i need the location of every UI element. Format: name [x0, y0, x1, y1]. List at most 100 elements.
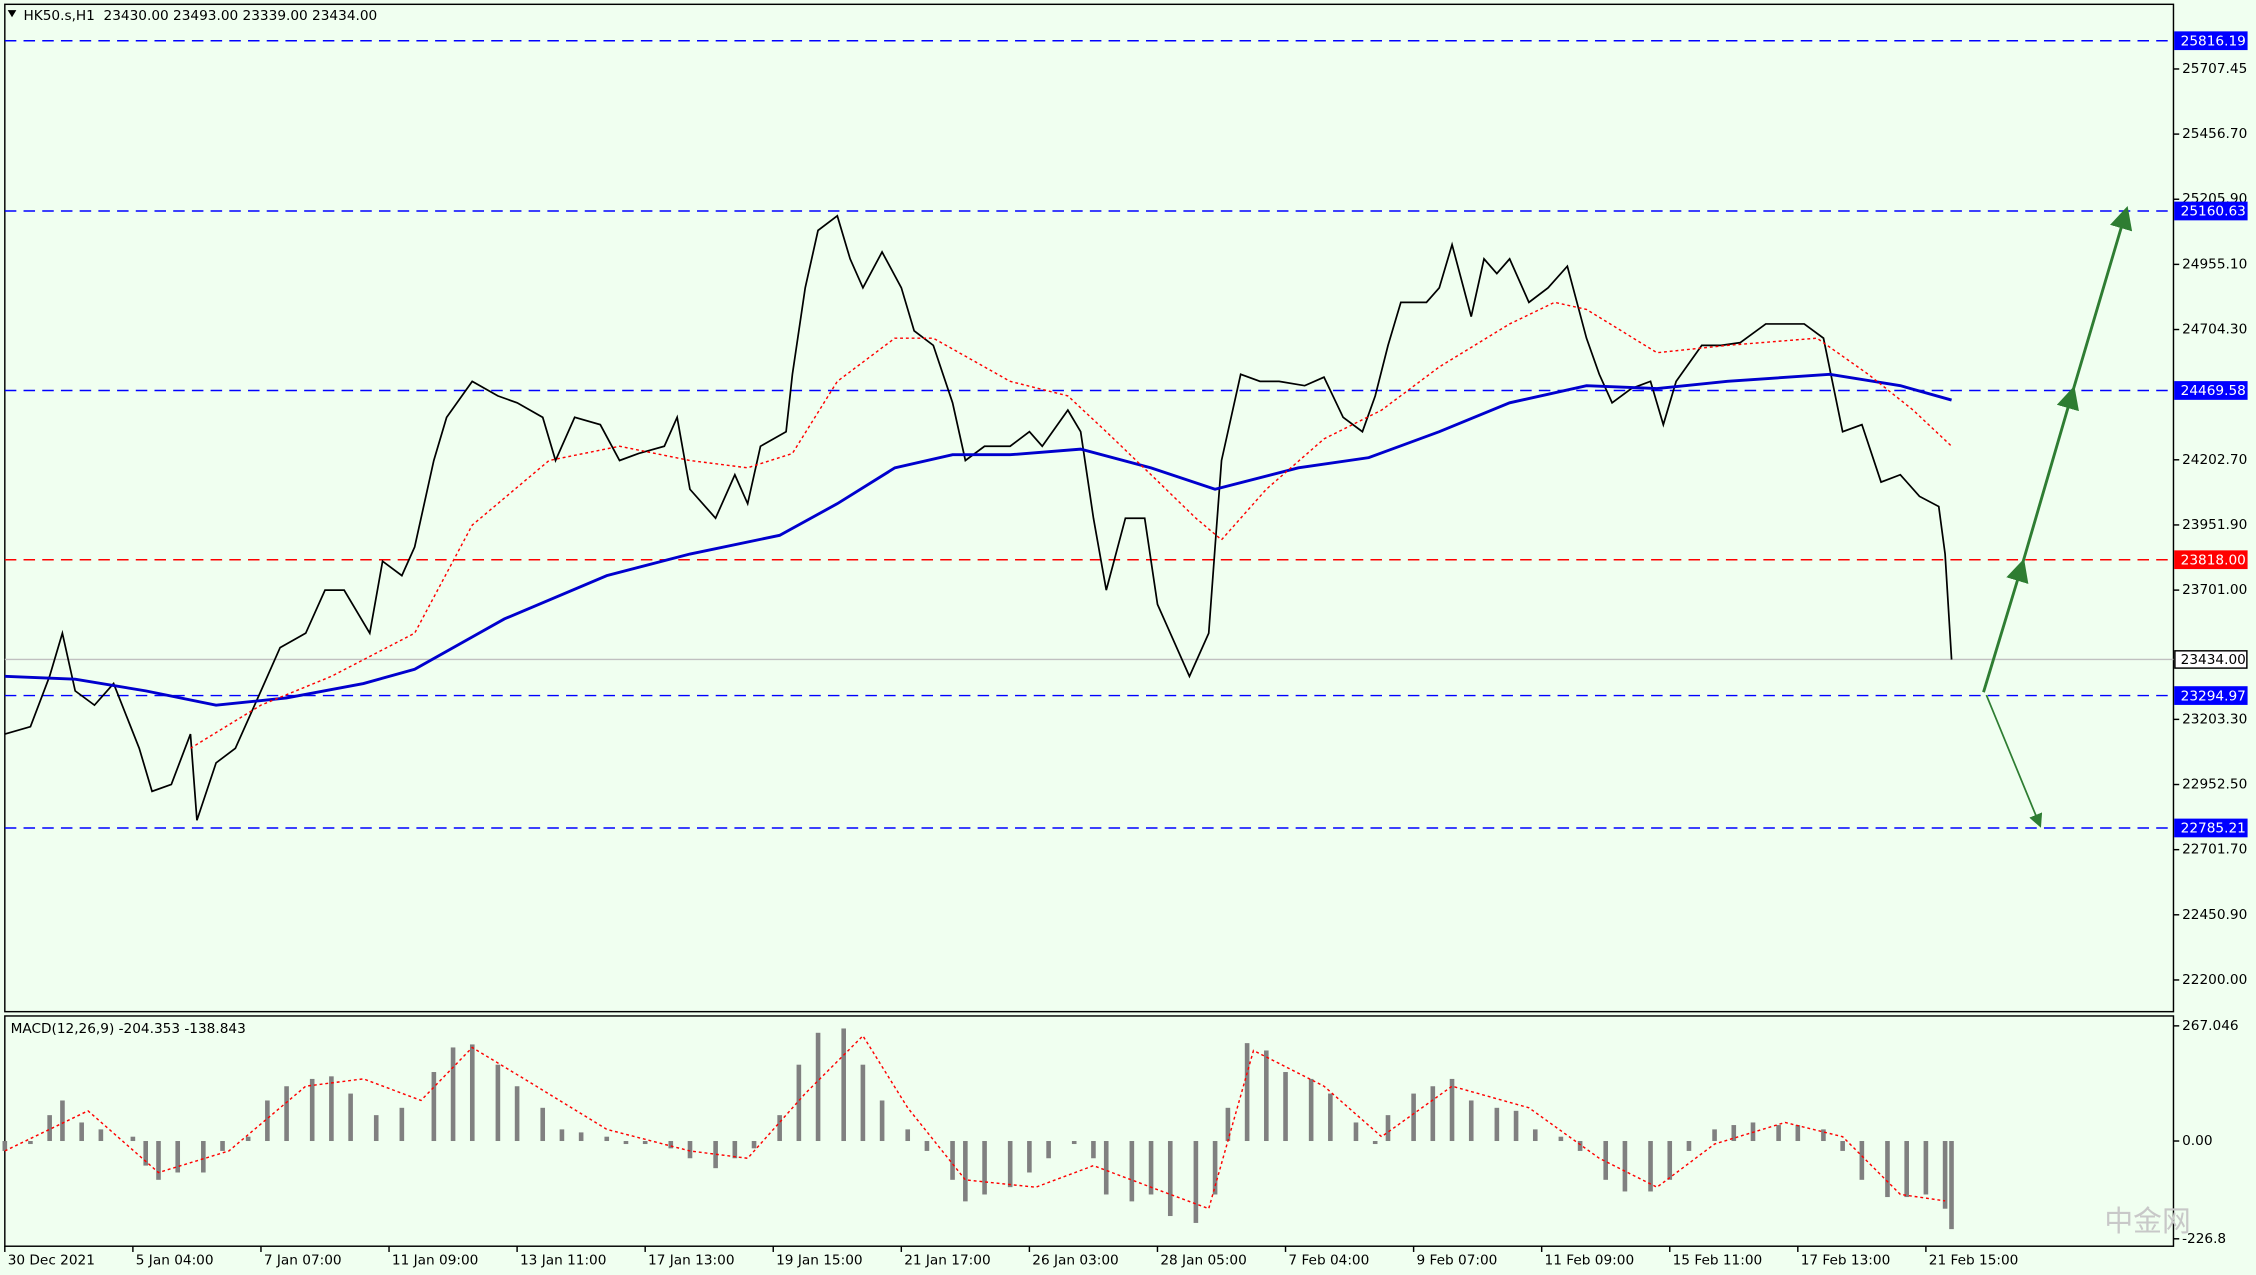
level-box	[2174, 818, 2248, 838]
x-tick-label: 11 Jan 09:00	[392, 1253, 478, 1269]
arrow	[1985, 694, 2043, 828]
histogram-bar	[47, 1115, 52, 1142]
y-tick-label: 24202.70	[2182, 452, 2247, 468]
x-tick-label: 11 Feb 09:00	[1545, 1253, 1635, 1269]
histogram-bar	[642, 1141, 648, 1145]
y-tick-label: 24955.10	[2182, 256, 2247, 272]
y-tick-label: 267.046	[2182, 1018, 2238, 1034]
histogram-bar	[1353, 1122, 1359, 1142]
histogram-bar	[495, 1064, 501, 1142]
histogram-bar	[399, 1107, 405, 1142]
histogram-bar	[1513, 1110, 1519, 1142]
y-tick-label: 24704.30	[2182, 322, 2247, 338]
histogram-bar	[348, 1093, 353, 1142]
x-tick-label: 21 Feb 15:00	[1929, 1253, 2019, 1269]
y-tick-label: 23951.90	[2182, 517, 2247, 533]
histogram-bar	[1840, 1141, 1845, 1151]
histogram-bar	[860, 1064, 866, 1142]
level-label: 23294.97	[2181, 688, 2246, 704]
series-line	[4, 214, 1953, 821]
main-panel	[4, 3, 2175, 1013]
histogram-bar	[559, 1129, 565, 1142]
histogram-bar	[1328, 1093, 1333, 1142]
level-box	[2174, 550, 2248, 570]
histogram-bar	[329, 1076, 334, 1142]
y-tick-label: -226.8	[2182, 1231, 2226, 1247]
histogram-bar	[1712, 1129, 1717, 1142]
macd-panel	[4, 1015, 2175, 1247]
x-tick-label: 17 Jan 13:00	[648, 1253, 734, 1269]
histogram-bar	[1225, 1107, 1231, 1142]
y-tick-label: 22952.50	[2182, 777, 2247, 793]
histogram-bar	[1046, 1141, 1051, 1159]
menu-triangle	[7, 10, 17, 18]
x-tick-label: 19 Jan 15:00	[776, 1253, 862, 1269]
level-box	[2174, 650, 2248, 669]
histogram-bar	[1532, 1129, 1538, 1142]
histogram-bar	[1468, 1100, 1474, 1142]
watermark: 中金网	[2104, 1204, 2190, 1238]
level-box	[2174, 31, 2248, 51]
histogram-bar	[1577, 1141, 1583, 1151]
histogram-bar	[1667, 1141, 1673, 1180]
histogram-bar	[514, 1086, 520, 1142]
histogram-bar	[623, 1141, 629, 1145]
histogram-bar	[905, 1129, 911, 1142]
histogram-bar	[265, 1100, 270, 1142]
histogram-bar	[1622, 1141, 1628, 1192]
histogram-bar	[1071, 1141, 1077, 1145]
histogram-bar	[1494, 1107, 1500, 1142]
histogram-bar	[1821, 1129, 1826, 1142]
level-label: 22785.21	[2181, 821, 2246, 837]
histogram-bar	[713, 1141, 718, 1169]
level-label: 25816.19	[2181, 33, 2246, 49]
series-line	[4, 1034, 1946, 1210]
y-tick-label: 23203.30	[2182, 711, 2247, 727]
histogram-bar	[1385, 1115, 1391, 1142]
x-tick-label: 15 Feb 11:00	[1673, 1253, 1763, 1269]
histogram-bar	[1103, 1141, 1109, 1195]
x-tick-label: 7 Jan 07:00	[264, 1253, 342, 1269]
histogram-bar	[540, 1107, 546, 1142]
level-box	[2174, 381, 2248, 400]
x-tick-label: 9 Feb 07:00	[1416, 1253, 1497, 1269]
histogram-bar	[2, 1141, 8, 1151]
histogram-bar	[1795, 1125, 1801, 1142]
histogram-bar	[450, 1047, 456, 1142]
histogram-bar	[201, 1141, 206, 1173]
level-box	[2174, 201, 2248, 221]
chart-title: HK50.s,H1 23430.00 23493.00 23339.00 234…	[24, 8, 378, 24]
histogram-bar	[732, 1141, 738, 1159]
histogram-bar	[98, 1129, 104, 1142]
histogram-bar	[28, 1141, 33, 1145]
histogram-bar	[924, 1141, 930, 1151]
histogram-bar	[284, 1086, 289, 1142]
histogram-bar	[1193, 1141, 1199, 1223]
histogram-bar	[1603, 1141, 1609, 1180]
histogram-bar	[79, 1122, 84, 1142]
histogram-bar	[1449, 1078, 1455, 1142]
histogram-bar	[373, 1115, 379, 1142]
level-label: 25160.63	[2181, 204, 2246, 220]
x-tick-label: 26 Jan 03:00	[1032, 1253, 1118, 1269]
histogram-bar	[1648, 1141, 1653, 1192]
histogram-bar	[1923, 1141, 1929, 1195]
histogram-bar	[687, 1141, 693, 1159]
y-tick-label: 22701.70	[2182, 842, 2247, 858]
level-label: 23818.00	[2181, 552, 2246, 568]
histogram-bar	[1731, 1125, 1737, 1142]
histogram-bar	[751, 1141, 757, 1149]
x-tick-label: 28 Jan 05:00	[1160, 1253, 1246, 1269]
histogram-bar	[1885, 1141, 1890, 1198]
histogram-bar	[1776, 1125, 1781, 1142]
arrow	[2020, 385, 2079, 565]
histogram-bar	[309, 1078, 315, 1142]
histogram-bar	[604, 1136, 610, 1142]
histogram-bar	[1372, 1141, 1378, 1145]
histogram-bar	[143, 1141, 149, 1166]
histogram-bar	[130, 1136, 136, 1142]
y-tick-label: 25707.45	[2182, 61, 2247, 77]
histogram-bar	[60, 1100, 65, 1142]
y-tick-label: 22200.00	[2182, 972, 2247, 988]
